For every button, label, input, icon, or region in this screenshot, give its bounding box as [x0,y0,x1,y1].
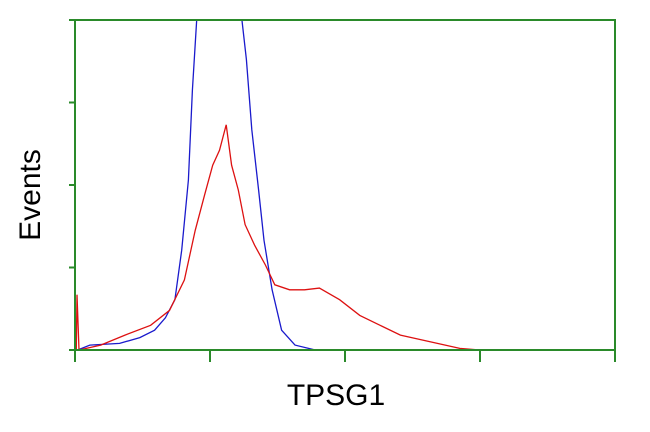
plot-frame [74,19,616,351]
histogram-line [77,20,316,350]
y-axis-label: Events [14,149,47,241]
histogram-line [75,124,481,350]
x-axis-label: TPSG1 [287,379,385,412]
